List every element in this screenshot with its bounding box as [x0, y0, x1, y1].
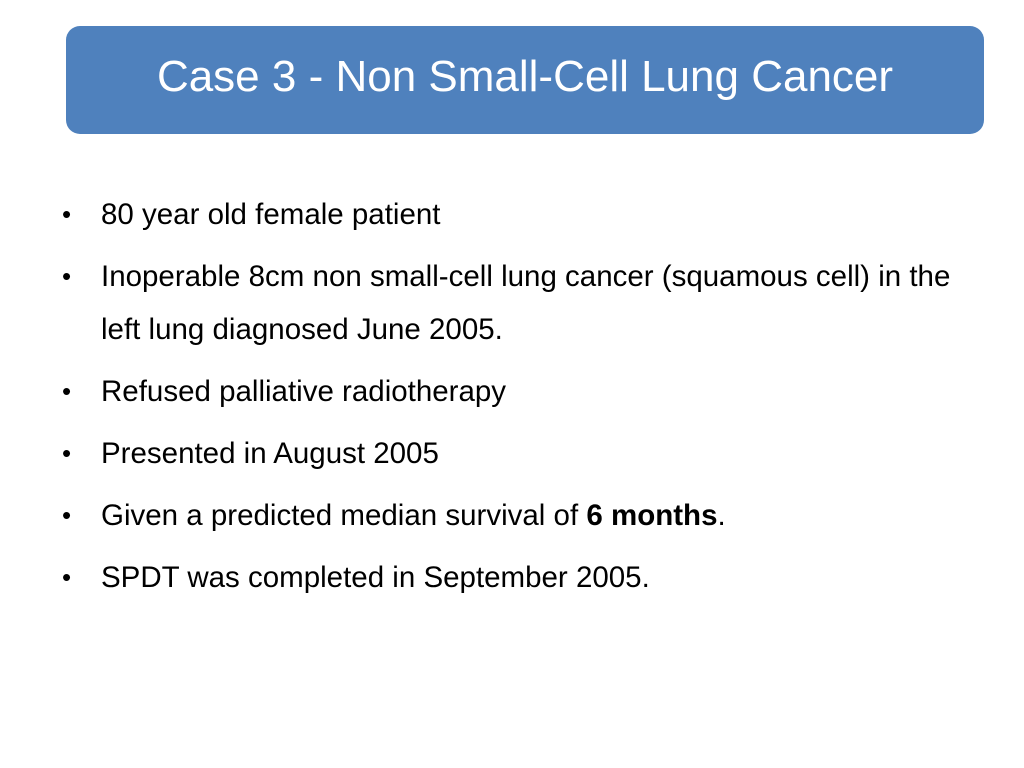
bullet-text-suffix: .: [717, 499, 726, 532]
bullet-text: Given a predicted median survival of 6 m…: [101, 499, 726, 532]
slide-title-banner: Case 3 - Non Small-Cell Lung Cancer: [66, 26, 984, 134]
bullet-dot-icon: •: [62, 438, 72, 468]
bullet-item-diagnosis: • Inoperable 8cm non small-cell lung can…: [62, 250, 962, 356]
bullet-text: Inoperable 8cm non small-cell lung cance…: [101, 260, 951, 346]
bullet-item-patient: • 80 year old female patient: [62, 188, 962, 241]
bullet-text: Presented in August 2005: [101, 437, 439, 470]
survival-duration: 6 months: [586, 499, 718, 532]
bullet-item-survival: • Given a predicted median survival of 6…: [62, 489, 962, 542]
bullet-item-spdt-completed: • SPDT was completed in September 2005.: [62, 551, 962, 604]
bullet-dot-icon: •: [62, 500, 72, 530]
bullet-list: • 80 year old female patient • Inoperabl…: [62, 188, 962, 613]
bullet-text: 80 year old female patient: [101, 198, 441, 231]
bullet-dot-icon: •: [62, 199, 72, 229]
bullet-dot-icon: •: [62, 376, 72, 406]
bullet-text: Refused palliative radiotherapy: [101, 375, 507, 408]
bullet-dot-icon: •: [62, 261, 72, 291]
slide-title: Case 3 - Non Small-Cell Lung Cancer: [156, 52, 894, 101]
bullet-text: SPDT was completed in September 2005.: [101, 561, 650, 594]
bullet-item-presented: • Presented in August 2005: [62, 427, 962, 480]
bullet-item-refused-radiotherapy: • Refused palliative radiotherapy: [62, 365, 962, 418]
bullet-text-prefix: Given a predicted median survival of: [101, 499, 587, 532]
bullet-dot-icon: •: [62, 562, 72, 592]
